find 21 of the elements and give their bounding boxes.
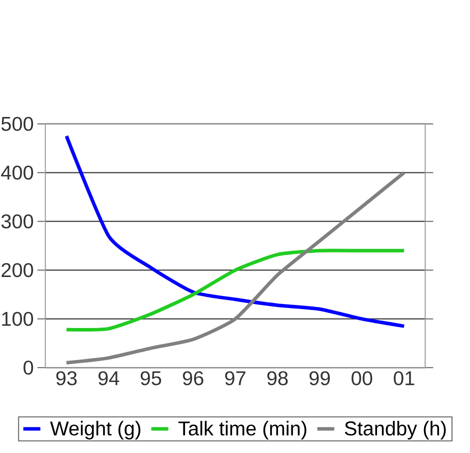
x-tick-label: 99 bbox=[310, 371, 330, 386]
y-tick-label: 0 bbox=[24, 360, 34, 375]
x-tick-label: 97 bbox=[225, 371, 246, 386]
x-tick-label: 94 bbox=[98, 371, 120, 386]
x-tick-label: 95 bbox=[140, 371, 162, 386]
line-series bbox=[64, 134, 406, 328]
x-tick-label: 98 bbox=[267, 371, 288, 386]
line-series bbox=[64, 248, 406, 332]
y-tick-label: 200 bbox=[2, 263, 34, 278]
y-tick-label: 300 bbox=[1, 214, 34, 229]
legend-label: Weight (g) bbox=[50, 421, 140, 440]
legend-label: Standby (h) bbox=[344, 421, 446, 440]
line-series bbox=[64, 171, 406, 365]
y-tick-label: 400 bbox=[1, 166, 34, 180]
x-tick-label: 01 bbox=[394, 371, 414, 386]
y-tick-label: 500 bbox=[1, 116, 34, 132]
x-tick-label: 96 bbox=[182, 371, 204, 386]
y-tick-label: 100 bbox=[2, 312, 34, 326]
x-tick-label: 93 bbox=[56, 371, 77, 386]
legend-label: Talk time (min) bbox=[178, 421, 306, 440]
x-tick-label: 00 bbox=[352, 371, 372, 386]
